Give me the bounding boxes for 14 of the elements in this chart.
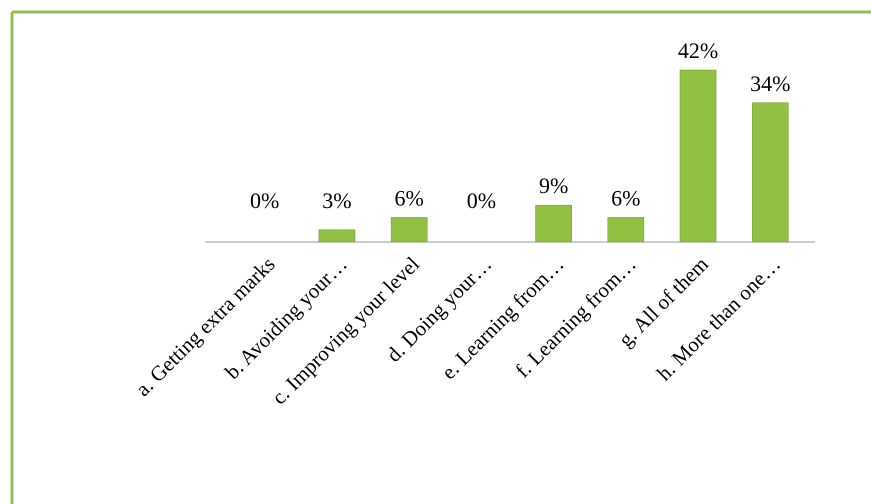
data-label: 42% (678, 38, 718, 63)
bar (318, 229, 356, 242)
bar (390, 217, 428, 242)
bar (752, 102, 789, 242)
bar (608, 217, 644, 242)
data-label: 6% (611, 185, 640, 210)
data-label: 34% (750, 70, 790, 96)
data-label: 3% (322, 188, 352, 213)
bar (535, 204, 572, 242)
data-label: 0% (466, 188, 496, 213)
data-label: 0% (250, 188, 280, 213)
data-label: 6% (394, 185, 424, 210)
data-label: 9% (538, 173, 568, 198)
bar (680, 70, 716, 242)
